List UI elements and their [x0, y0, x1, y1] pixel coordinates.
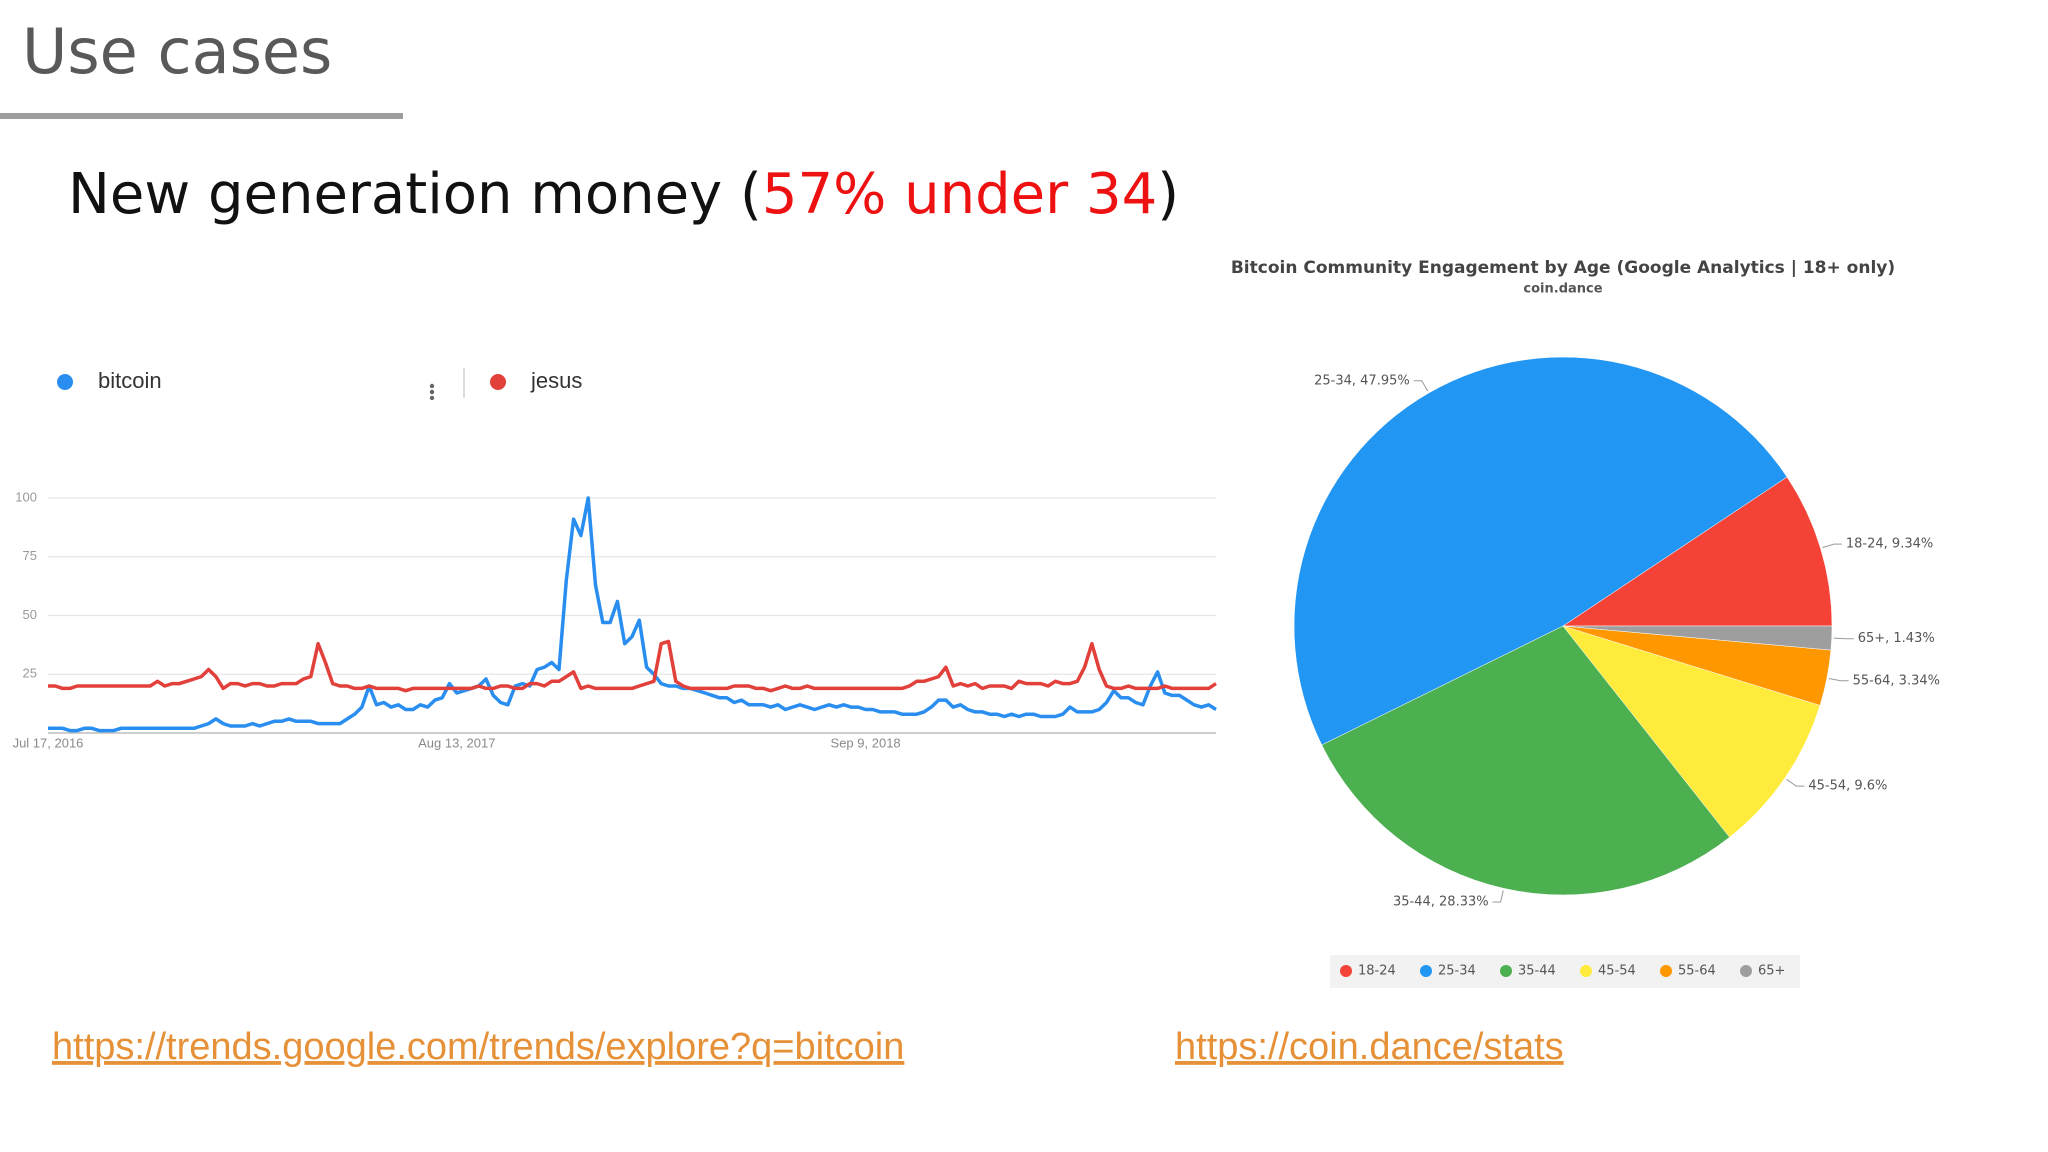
- x-tick-label: Jul 17, 2016: [13, 735, 84, 750]
- legend-label: 25-34: [1438, 964, 1476, 979]
- subtitle-text: New generation money (: [68, 162, 762, 227]
- pie-slice: [1321, 625, 1730, 896]
- subtitle-highlight: 57% under 34: [762, 162, 1157, 227]
- legend-marker: [1660, 965, 1672, 977]
- legend-marker: [1340, 965, 1352, 977]
- menu-dot[interactable]: [429, 395, 435, 401]
- pie-label: 18-24, 9.34%: [1846, 537, 1933, 552]
- pie-label: 25-34, 47.95%: [1314, 373, 1410, 388]
- x-tick-label: Sep 9, 2018: [831, 735, 901, 750]
- pie-slice: [1562, 625, 1833, 651]
- series-line: [48, 496, 1217, 733]
- pie-slice: [1562, 625, 1821, 838]
- link[interactable]: https://trends.google.com/trends/explore…: [52, 1026, 904, 1068]
- menu-dot[interactable]: [429, 389, 435, 395]
- leader-line: [1822, 543, 1842, 549]
- leader-line: [1413, 380, 1429, 392]
- title-underline: [0, 113, 403, 119]
- x-tick-label: Aug 13, 2017: [418, 735, 495, 750]
- legend-label: 45-54: [1598, 964, 1636, 979]
- legend-marker: [1420, 965, 1432, 977]
- leader-line: [1492, 890, 1504, 903]
- legend-marker: [1580, 965, 1592, 977]
- y-tick-label: 50: [23, 607, 37, 622]
- y-tick-label: 100: [15, 489, 37, 504]
- series-line: [48, 639, 1217, 693]
- pie-label: 65+, 1.43%: [1858, 631, 1935, 646]
- subtitle: New generation money (57% under 34): [68, 162, 1179, 227]
- pie-label: 55-64, 3.34%: [1853, 673, 1940, 688]
- legend-label: 65+: [1758, 964, 1785, 979]
- menu-dot[interactable]: [429, 383, 435, 389]
- pie-subtitle: coin.dance: [1523, 282, 1602, 297]
- slide-title: Use cases: [22, 15, 332, 88]
- link[interactable]: https://coin.dance/stats: [1175, 1026, 1564, 1068]
- legend-marker: [57, 374, 73, 390]
- legend-marker: [1500, 965, 1512, 977]
- pie-title: Bitcoin Community Engagement by Age (Goo…: [1231, 258, 1895, 278]
- legend-label: jesus: [530, 368, 582, 393]
- legend-marker: [490, 374, 506, 390]
- legend-label: 18-24: [1358, 964, 1396, 979]
- pie-label: 35-44, 28.33%: [1393, 895, 1489, 910]
- leader-line: [1828, 677, 1849, 682]
- pie-slice: [1293, 356, 1788, 746]
- legend-label: bitcoin: [98, 368, 162, 393]
- pie-label: 45-54, 9.6%: [1808, 779, 1887, 794]
- pie-slice: [1562, 476, 1833, 627]
- legend-label: 35-44: [1518, 964, 1556, 979]
- y-tick-label: 75: [23, 548, 37, 563]
- leader-line: [1786, 778, 1805, 787]
- legend-marker: [1740, 965, 1752, 977]
- legend-box: [1330, 955, 1800, 988]
- legend-label: 55-64: [1678, 964, 1716, 979]
- y-tick-label: 25: [23, 666, 37, 681]
- subtitle-end: ): [1157, 162, 1179, 227]
- leader-line: [1833, 637, 1854, 640]
